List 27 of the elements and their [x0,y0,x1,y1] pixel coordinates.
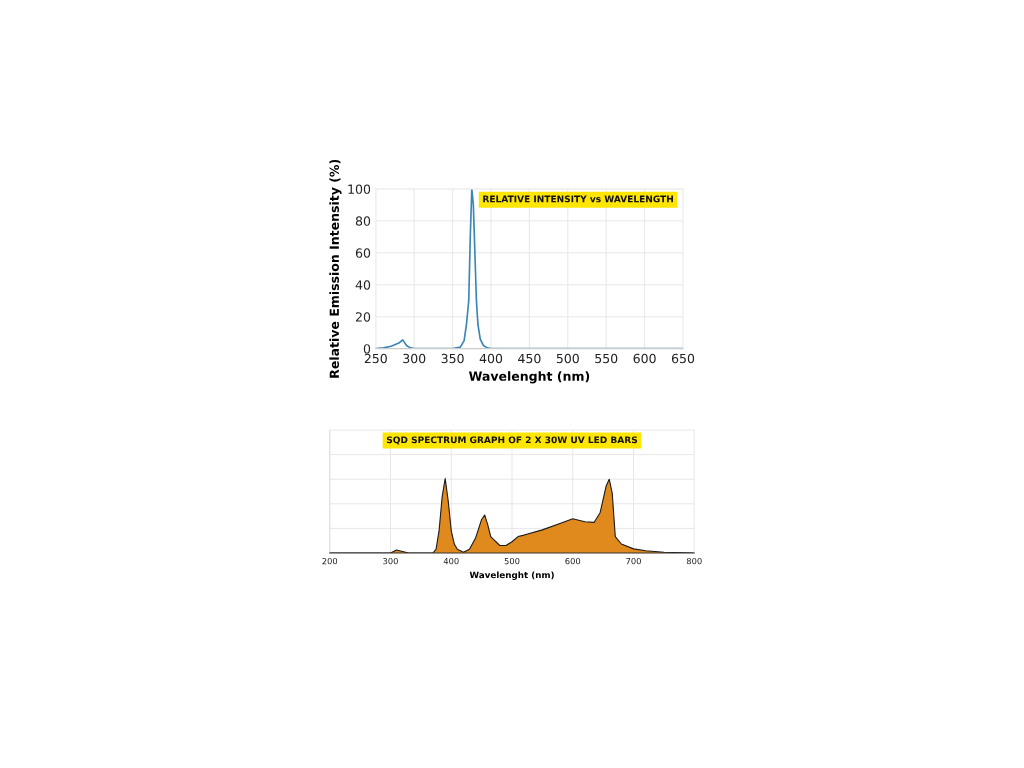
y-axis-title: Relative Emission Intensity (%) [329,159,342,378]
x-tick-label: 450 [518,353,541,364]
y-tick-label: 60 [355,248,371,258]
x-tick-label: 200 [322,557,338,565]
x-tick-label: 400 [479,353,503,364]
x-axis-title: Wavelenght (nm) [469,571,554,580]
x-tick-label: 550 [595,353,618,364]
x-tick-label: 250 [364,353,387,364]
y-tick-label: 0 [363,344,371,354]
x-tick-label: 300 [403,353,426,364]
x-tick-label: 700 [626,557,641,565]
x-tick-label: 600 [633,353,656,364]
text: RELATIVE INTENSITY vs WAVELENGTH [483,195,673,203]
x-tick-label: 400 [443,557,459,565]
x-tick-label: 800 [686,557,702,565]
x-tick-label: 300 [383,557,398,565]
y-tick-label: 100 [348,184,371,194]
chart-title: SQD SPECTRUM GRAPH OF 2 X 30W UV LED BARS [386,436,638,445]
x-tick-label: 500 [504,557,520,565]
y-tick-label: 20 [355,312,371,322]
x-tick-label: 350 [441,353,464,364]
x-tick-label: 650 [671,353,695,364]
y-tick-label: 80 [355,216,371,226]
x-tick-label: 500 [556,353,579,364]
x-axis-title: Wavelenght (nm) [468,371,590,384]
y-tick-label: 40 [355,280,371,290]
x-tick-label: 600 [565,557,581,565]
